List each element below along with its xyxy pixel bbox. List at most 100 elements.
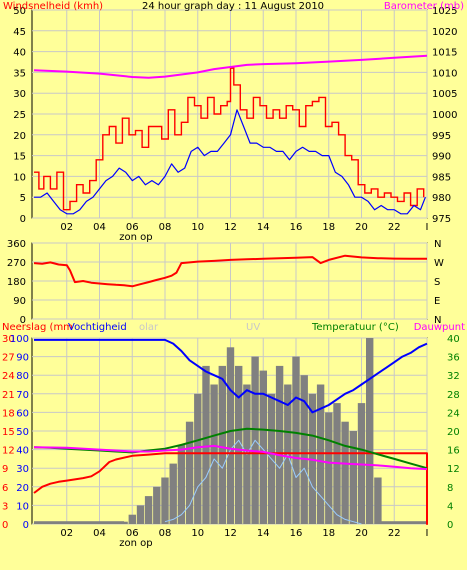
rain-ytick-27: 27 xyxy=(2,353,15,364)
rain-axis-label: Neerslag (mm xyxy=(2,322,73,333)
solar-bar-3 xyxy=(144,496,153,524)
temp-ytick-12: 12 xyxy=(447,464,460,475)
wind-ytick-10: 10 xyxy=(13,172,26,183)
rain-ytick-21: 21 xyxy=(2,390,15,401)
baro-ytick-1025: 1025 xyxy=(432,6,457,17)
solar-bar-5 xyxy=(161,477,169,524)
baro-ytick-980: 980 xyxy=(432,193,451,204)
solar-bar-10 xyxy=(202,365,210,524)
temperature-axis-label: Temperatuur (°C) xyxy=(311,322,399,333)
rain-ytick-18: 18 xyxy=(2,408,15,419)
wind-max-line xyxy=(34,67,425,211)
dir-ytick-180: 180 xyxy=(7,277,26,288)
dewpoint-line xyxy=(33,444,428,471)
solar-bar-28 xyxy=(349,431,357,524)
temp-ytick-8: 8 xyxy=(447,483,453,494)
solar-bar-7 xyxy=(177,444,186,524)
wind-ytick-15: 15 xyxy=(13,152,26,163)
wind-ytick-20: 20 xyxy=(13,131,26,142)
barometer-axis-label: Barometer (mb) xyxy=(384,1,464,12)
wind-direction-line xyxy=(33,254,427,288)
solar-bar-1 xyxy=(128,514,136,524)
hum-ytick-30: 30 xyxy=(16,464,29,475)
solar-bar-12 xyxy=(218,365,226,524)
baro-ytick-985: 985 xyxy=(432,172,451,183)
baro-ytick-1015: 1015 xyxy=(432,48,457,59)
wind-xtick-20: 20 xyxy=(355,222,368,233)
solar-bar-19 xyxy=(275,365,284,524)
temp-xtick-10: 10 xyxy=(191,528,204,539)
dir-compass-3: E xyxy=(434,296,440,307)
temp-ytick-4: 4 xyxy=(447,501,453,512)
wind-xtick-14: 14 xyxy=(257,222,270,233)
solar-bar-0 xyxy=(120,521,128,524)
rain-ytick-15: 15 xyxy=(2,427,15,438)
temp-xtick-02: 02 xyxy=(60,528,73,539)
sunrise-note-1: zon op xyxy=(119,232,152,243)
temp-xtick-14: 14 xyxy=(257,528,270,539)
solar-bar-8 xyxy=(185,421,194,524)
baro-ytick-1010: 1010 xyxy=(432,68,457,79)
barometer-line xyxy=(33,54,428,79)
solar-axis-label: olar xyxy=(139,322,159,333)
temp-xtick-16: 16 xyxy=(290,528,303,539)
humidity-axis-label: Vochtigheid xyxy=(68,322,127,333)
temp-ytick-0: 0 xyxy=(447,520,453,531)
solar-bar-13 xyxy=(226,347,235,524)
temp-ytick-40: 40 xyxy=(447,334,460,345)
wind-axis-label: Windsnelheid (kmh) xyxy=(3,1,103,12)
solar-bar-22 xyxy=(300,375,308,524)
solar-baseline-left xyxy=(34,521,125,524)
temp-xtick-12: 12 xyxy=(224,528,237,539)
temp-xtick-20: 20 xyxy=(355,528,368,539)
baro-ytick-1020: 1020 xyxy=(432,27,457,38)
wind-ytick-35: 35 xyxy=(13,68,26,79)
wind-ytick-40: 40 xyxy=(13,48,26,59)
wind-xtick-18: 18 xyxy=(322,222,335,233)
wind-xtick-I: I xyxy=(426,222,429,233)
solar-bar-4 xyxy=(153,486,161,524)
rain-ytick-6: 6 xyxy=(2,483,8,494)
dir-compass-0: N xyxy=(434,239,441,250)
wind-ytick-50: 50 xyxy=(13,6,26,17)
baro-ytick-995: 995 xyxy=(432,131,451,142)
sunrise-note-2: zon op xyxy=(119,538,152,549)
rain-ytick-24: 24 xyxy=(2,371,15,382)
humidity-line xyxy=(34,338,428,414)
dir-compass-2: S xyxy=(434,277,440,288)
solar-bar-30 xyxy=(366,338,374,524)
solar-bar-27 xyxy=(341,421,349,524)
solar-baseline-right xyxy=(377,521,427,524)
uv-axis-label: UV xyxy=(246,322,260,333)
temp-xtick-06: 06 xyxy=(126,528,139,539)
temp-ytick-28: 28 xyxy=(447,390,460,401)
wind-ytick-30: 30 xyxy=(13,89,26,100)
solar-bar-25 xyxy=(325,412,333,524)
hum-ytick-10: 10 xyxy=(16,501,29,512)
wind-xtick-22: 22 xyxy=(388,222,401,233)
temp-xtick-08: 08 xyxy=(159,528,172,539)
hum-ytick-80: 80 xyxy=(16,371,29,382)
solar-bar-9 xyxy=(194,393,202,524)
hum-ytick-100: 100 xyxy=(10,334,29,345)
temp-xtick-04: 04 xyxy=(93,528,106,539)
temp-ytick-32: 32 xyxy=(447,371,460,382)
solar-bar-2 xyxy=(136,505,145,524)
solar-bar-31 xyxy=(374,477,382,524)
hum-ytick-90: 90 xyxy=(16,353,29,364)
baro-ytick-990: 990 xyxy=(432,152,451,163)
rain-ytick-0: 0 xyxy=(2,520,8,531)
temp-ytick-24: 24 xyxy=(447,408,460,419)
temp-ytick-20: 20 xyxy=(447,427,460,438)
wind-xtick-10: 10 xyxy=(191,222,204,233)
hum-ytick-50: 50 xyxy=(16,427,29,438)
temp-ytick-36: 36 xyxy=(447,353,460,364)
dir-ytick-270: 270 xyxy=(7,258,26,269)
wind-xtick-04: 04 xyxy=(93,222,106,233)
baro-ytick-1000: 1000 xyxy=(432,110,457,121)
dir-ytick-0: 0 xyxy=(20,315,26,326)
baro-ytick-975: 975 xyxy=(432,214,451,225)
hum-ytick-20: 20 xyxy=(16,483,29,494)
